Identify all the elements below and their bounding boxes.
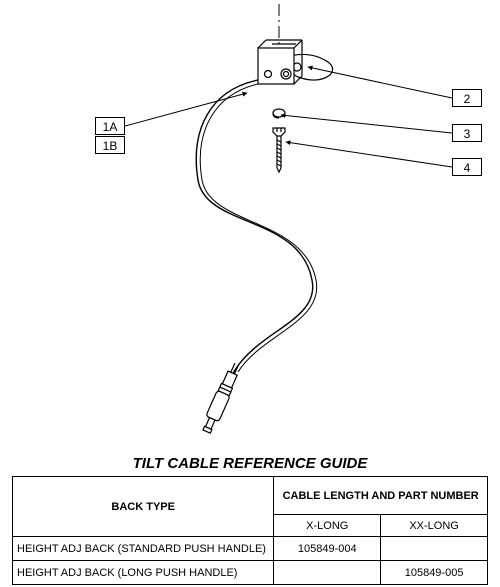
subcol-xlong: X-LONG (274, 515, 381, 537)
col-header-back-type: BACK TYPE (13, 477, 274, 537)
table-row: HEIGHT ADJ BACK (LONG PUSH HANDLE) 10584… (13, 561, 488, 585)
cell-xlong: 105849-004 (274, 537, 381, 561)
callout-1b: 1B (95, 136, 125, 154)
cell-xxlong (381, 537, 488, 561)
callout-4: 4 (452, 158, 482, 176)
cell-xlong (274, 561, 381, 585)
page: 1A 1B 2 3 4 TILT CABLE REFERENCE GUIDE B… (0, 0, 500, 587)
table-title: TILT CABLE REFERENCE GUIDE (0, 455, 500, 472)
cell-back-type: HEIGHT ADJ BACK (STANDARD PUSH HANDLE) (13, 537, 274, 561)
callout-2: 2 (452, 89, 482, 107)
col-header-cable: CABLE LENGTH AND PART NUMBER (274, 477, 488, 515)
callout-1a: 1A (95, 117, 125, 135)
callout-3: 3 (452, 124, 482, 142)
reference-table: BACK TYPE CABLE LENGTH AND PART NUMBER X… (12, 476, 488, 585)
cell-back-type: HEIGHT ADJ BACK (LONG PUSH HANDLE) (13, 561, 274, 585)
exploded-diagram (0, 0, 500, 450)
table-row: HEIGHT ADJ BACK (STANDARD PUSH HANDLE) 1… (13, 537, 488, 561)
cell-xxlong: 105849-005 (381, 561, 488, 585)
subcol-xxlong: XX-LONG (381, 515, 488, 537)
